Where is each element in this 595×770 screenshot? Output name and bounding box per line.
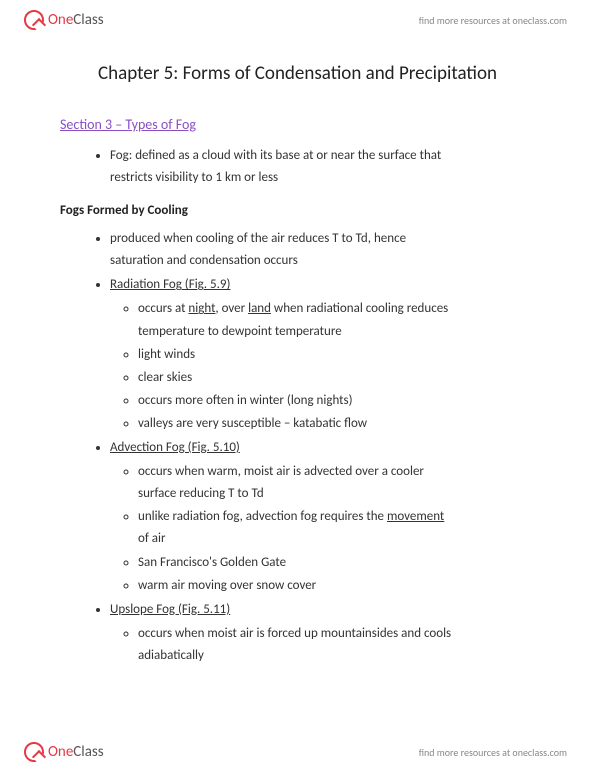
text: Fog: defined as a cloud with its base at…	[110, 148, 441, 163]
page-header: OneClass find more resources at oneclass…	[0, 0, 595, 34]
text: surface reducing T to Td	[138, 486, 264, 501]
brand-logo: OneClass	[24, 10, 104, 30]
text-land: land	[248, 301, 271, 316]
list-item: unlike radiation fog, advection fog requ…	[138, 506, 535, 550]
footer-tagline[interactable]: find more resources at oneclass.com	[419, 746, 567, 759]
text: occurs at	[138, 301, 188, 316]
text: produced when cooling of the air reduces…	[110, 231, 406, 246]
list-item: clear skies	[138, 367, 535, 389]
list-item: valleys are very susceptible – katabatic…	[138, 413, 535, 435]
advection-fog-title: Advection Fog (Fig. 5.10)	[110, 440, 240, 455]
radiation-fog-title: Radiation Fog (Fig. 5.9)	[110, 277, 230, 292]
text: unlike radiation fog, advection fog requ…	[138, 509, 387, 524]
advection-sublist: occurs when warm, moist air is advected …	[110, 461, 535, 597]
text: restricts visibility to 1 km or less	[110, 170, 278, 185]
text: , over	[215, 301, 248, 316]
fog-definition-list: Fog: defined as a cloud with its base at…	[60, 145, 535, 189]
list-item: Fog: defined as a cloud with its base at…	[110, 145, 535, 189]
text: saturation and condensation occurs	[110, 253, 298, 268]
radiation-sublist: occurs at night, over land when radiatio…	[110, 298, 535, 435]
logo-class: Class	[73, 743, 103, 761]
list-item-radiation-fog: Radiation Fog (Fig. 5.9) occurs at night…	[110, 274, 535, 435]
subheading-fogs-cooling: Fogs Formed by Cooling	[60, 203, 535, 218]
text: of air	[138, 531, 166, 546]
logo-text: OneClass	[48, 11, 104, 29]
list-item: produced when cooling of the air reduces…	[110, 228, 535, 272]
text: occurs when moist air is forced up mount…	[138, 626, 451, 641]
upslope-fog-title: Upslope Fog (Fig. 5.11)	[110, 602, 230, 617]
logo-class: Class	[73, 11, 103, 29]
list-item: light winds	[138, 344, 535, 366]
section-title-link[interactable]: Section 3 – Types of Fog	[60, 116, 196, 133]
text-night: night	[188, 301, 215, 316]
text: when radiational cooling reduces	[271, 301, 448, 316]
text: adiabatically	[138, 648, 204, 663]
cooling-list: produced when cooling of the air reduces…	[60, 228, 535, 667]
chapter-title: Chapter 5: Forms of Condensation and Pre…	[60, 62, 535, 85]
logo-one: One	[48, 743, 73, 761]
text: occurs when warm, moist air is advected …	[138, 464, 424, 479]
logo-icon	[24, 742, 44, 762]
logo-icon	[24, 10, 44, 30]
list-item: warm air moving over snow cover	[138, 575, 535, 597]
list-item: occurs when moist air is forced up mount…	[138, 623, 535, 667]
logo-text: OneClass	[48, 743, 104, 761]
brand-logo-footer: OneClass	[24, 742, 104, 762]
document-body: Chapter 5: Forms of Condensation and Pre…	[0, 34, 595, 667]
text-movement: movement	[387, 509, 444, 524]
list-item-advection-fog: Advection Fog (Fig. 5.10) occurs when wa…	[110, 437, 535, 597]
list-item: occurs at night, over land when radiatio…	[138, 298, 535, 342]
list-item: occurs when warm, moist air is advected …	[138, 461, 535, 505]
page-footer: OneClass find more resources at oneclass…	[0, 742, 595, 762]
upslope-sublist: occurs when moist air is forced up mount…	[110, 623, 535, 667]
list-item-upslope-fog: Upslope Fog (Fig. 5.11) occurs when mois…	[110, 599, 535, 667]
list-item: San Francisco's Golden Gate	[138, 552, 535, 574]
logo-one: One	[48, 11, 73, 29]
header-tagline[interactable]: find more resources at oneclass.com	[419, 14, 567, 27]
text: temperature to dewpoint temperature	[138, 324, 342, 339]
list-item: occurs more often in winter (long nights…	[138, 390, 535, 412]
